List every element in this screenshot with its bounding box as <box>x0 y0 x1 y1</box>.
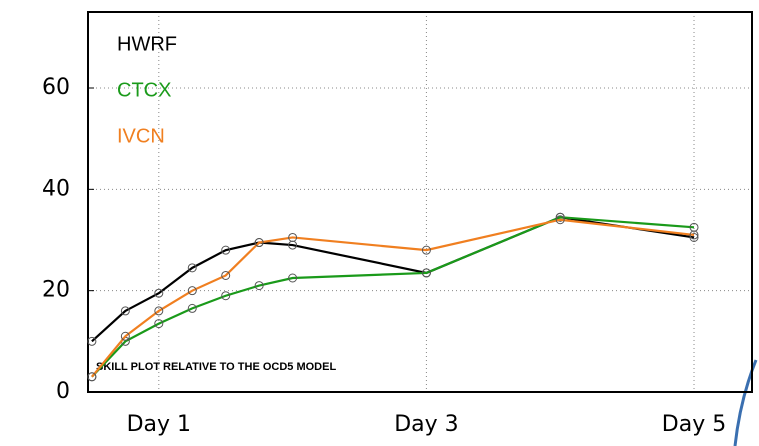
point <box>154 319 164 329</box>
point <box>689 230 699 240</box>
y-tick-label: 40 <box>42 176 70 201</box>
plot-frame <box>87 11 753 393</box>
point <box>87 336 97 346</box>
x-tick-label: Day 1 <box>127 412 191 437</box>
series-line <box>91 218 695 378</box>
x-tick-label: Day 5 <box>662 412 726 437</box>
series-line <box>91 216 695 378</box>
point <box>154 288 164 298</box>
y-tick-label: 20 <box>42 278 70 303</box>
legend-label: CTCX <box>117 79 171 101</box>
point <box>288 273 298 283</box>
point <box>254 238 264 248</box>
point <box>87 372 97 382</box>
y-tick-label: 0 <box>56 379 70 404</box>
point <box>187 263 197 273</box>
point <box>221 291 231 301</box>
point <box>187 286 197 296</box>
point <box>421 268 431 278</box>
x-tick-label: Day 3 <box>394 412 458 437</box>
point <box>120 331 130 341</box>
point <box>120 306 130 316</box>
annotation: SKILL PLOT RELATIVE TO THE OCD5 MODEL <box>96 361 336 373</box>
legend-label: IVCN <box>117 125 165 147</box>
point <box>254 281 264 291</box>
point <box>154 306 164 316</box>
point <box>421 245 431 255</box>
legend-label: HWRF <box>117 33 177 55</box>
y-tick-label: 60 <box>42 75 70 100</box>
point <box>221 245 231 255</box>
point <box>187 303 197 313</box>
point <box>555 212 565 222</box>
point <box>555 215 565 225</box>
point <box>221 270 231 280</box>
point <box>288 232 298 242</box>
point <box>689 232 699 242</box>
